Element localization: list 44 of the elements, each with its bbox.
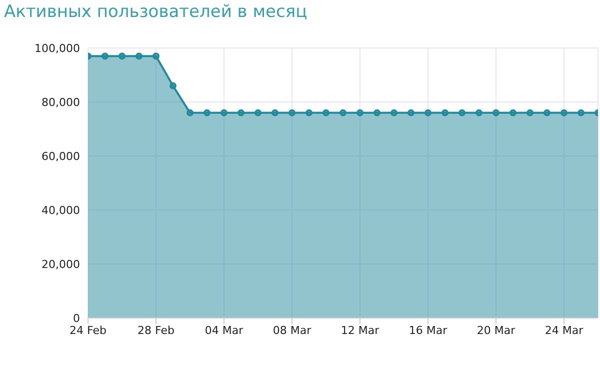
point <box>560 109 568 116</box>
x-tick-label: 16 Mar <box>408 324 448 337</box>
point <box>306 109 312 116</box>
point <box>544 109 550 116</box>
point <box>390 109 398 116</box>
point <box>220 109 228 116</box>
point <box>408 109 414 116</box>
x-tick-label: 28 Feb <box>138 324 174 337</box>
x-tick-label: 04 Mar <box>204 324 244 337</box>
x-tick-label: 08 Mar <box>272 324 312 337</box>
point <box>476 109 482 116</box>
x-tick-label: 20 Mar <box>476 324 516 337</box>
chart-title: Активных пользователей в месяц <box>3 1 308 24</box>
y-tick-label: 100,000 <box>34 42 80 55</box>
x-tick-label: 12 Mar <box>340 324 380 337</box>
point <box>272 109 278 116</box>
point <box>118 52 126 60</box>
point <box>170 82 176 90</box>
point <box>424 109 432 116</box>
point <box>458 109 466 116</box>
point <box>510 109 516 116</box>
x-tick-label: 24 Feb <box>70 324 106 337</box>
point <box>288 109 296 116</box>
x-tick-label: 24 Mar <box>544 324 584 337</box>
point <box>492 109 500 116</box>
point <box>322 109 330 116</box>
point <box>578 109 584 116</box>
y-tick-label: 40,000 <box>42 204 80 217</box>
y-tick-label: 0 <box>73 312 80 325</box>
y-tick-label: 60,000 <box>42 150 80 163</box>
point <box>356 109 364 116</box>
y-tick-label: 20,000 <box>42 258 80 271</box>
point <box>238 109 244 116</box>
point <box>254 109 262 116</box>
point <box>152 52 160 60</box>
y-tick-label: 80,000 <box>42 96 80 109</box>
point <box>374 109 380 116</box>
point <box>340 109 346 116</box>
point <box>204 109 210 116</box>
point <box>526 109 534 116</box>
point <box>102 52 108 60</box>
point <box>442 109 448 116</box>
point <box>136 52 142 60</box>
point <box>186 109 194 116</box>
